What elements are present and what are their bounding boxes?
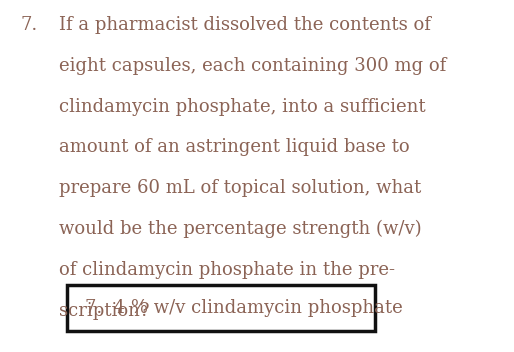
Text: clindamycin phosphate, into a sufficient: clindamycin phosphate, into a sufficient	[59, 98, 426, 115]
Text: prepare 60 mL of topical solution, what: prepare 60 mL of topical solution, what	[59, 179, 421, 197]
Text: eight capsules, each containing 300 mg of: eight capsules, each containing 300 mg o…	[59, 57, 446, 75]
Text: amount of an astringent liquid base to: amount of an astringent liquid base to	[59, 138, 410, 156]
Text: 7.  4 % w/v clindamycin phosphate: 7. 4 % w/v clindamycin phosphate	[85, 299, 402, 317]
Text: 7.: 7.	[21, 16, 38, 34]
FancyBboxPatch shape	[67, 285, 375, 331]
Text: scription?: scription?	[59, 302, 150, 320]
Text: would be the percentage strength (w/v): would be the percentage strength (w/v)	[59, 220, 421, 238]
Text: of clindamycin phosphate in the pre-: of clindamycin phosphate in the pre-	[59, 261, 395, 279]
Text: If a pharmacist dissolved the contents of: If a pharmacist dissolved the contents o…	[59, 16, 431, 34]
